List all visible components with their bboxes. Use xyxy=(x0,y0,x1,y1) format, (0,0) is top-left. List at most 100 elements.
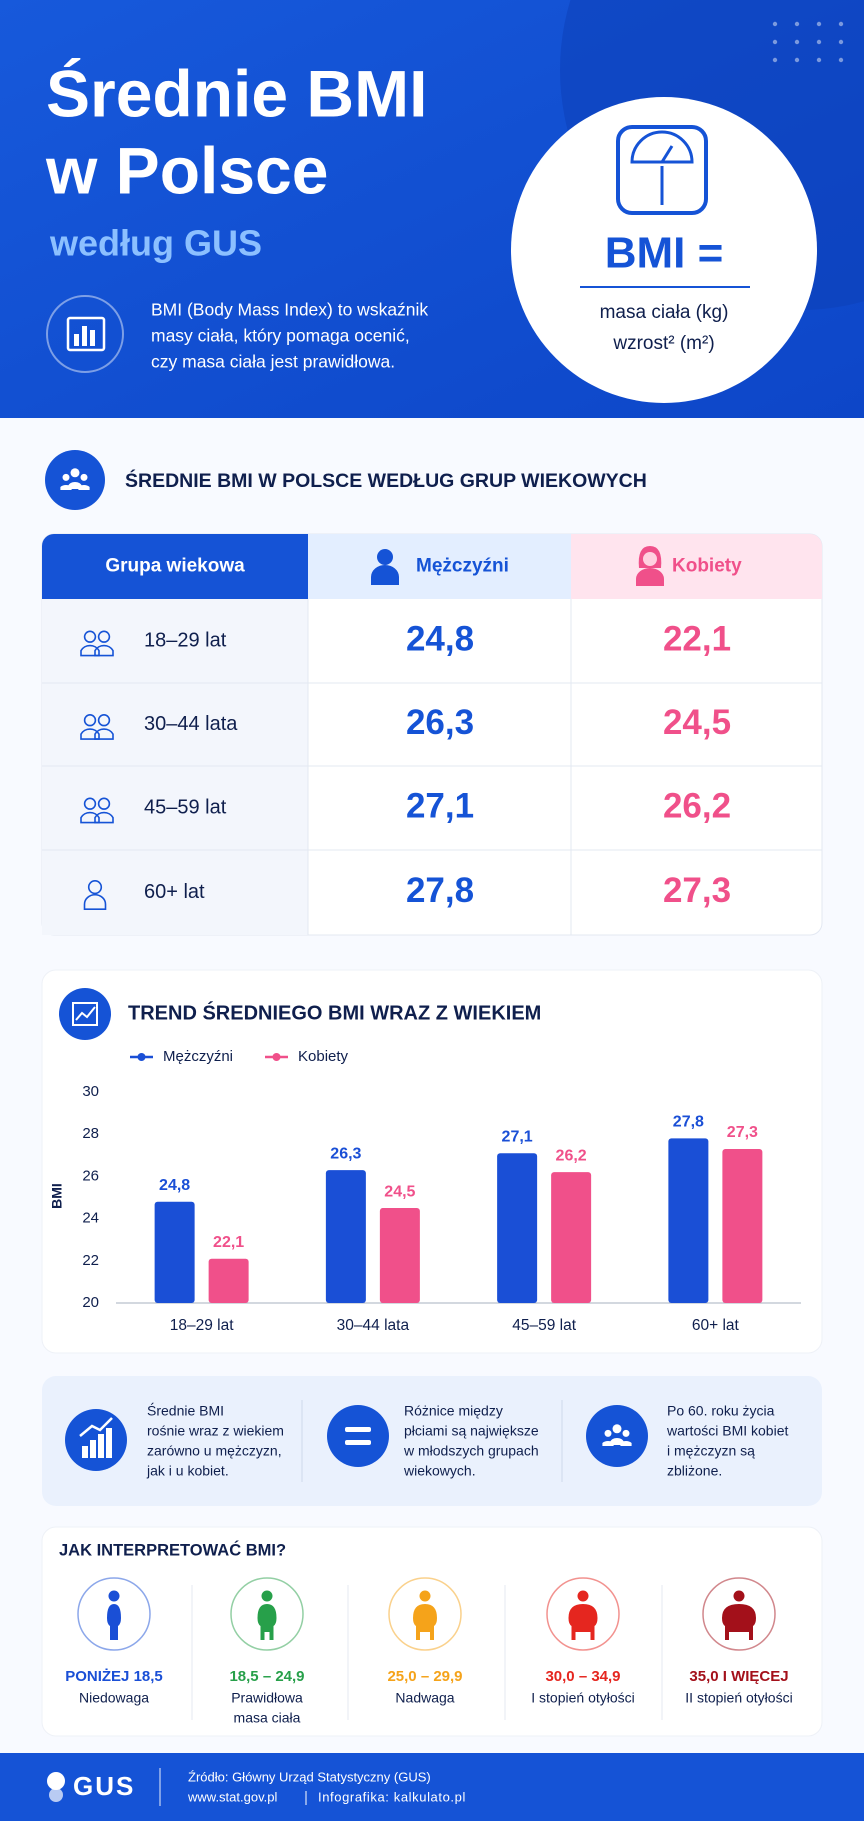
bmi-figure xyxy=(230,1577,304,1651)
icon-circle xyxy=(586,1405,648,1467)
value-label: 27,1 xyxy=(502,1128,533,1145)
icon-head xyxy=(83,797,97,810)
icon-bar xyxy=(106,1428,112,1458)
insight-text: zarówno u mężczyzn, xyxy=(147,1443,282,1459)
women-value: 26,2 xyxy=(663,786,731,825)
bar xyxy=(325,1170,366,1303)
table-header: Kobiety xyxy=(672,556,742,577)
category-label: I stopień otyłości xyxy=(531,1690,635,1706)
figure-body xyxy=(257,1604,277,1640)
value-label: 27,8 xyxy=(673,1114,704,1131)
bar xyxy=(208,1258,249,1303)
figure-head xyxy=(733,1590,745,1602)
category-range: 18,5 – 24,9 xyxy=(229,1668,304,1685)
description: masy ciała, który pomaga ocenić, xyxy=(151,326,410,346)
footer-logo: GUS xyxy=(73,1771,135,1801)
icon-head xyxy=(643,552,657,566)
icon-equals xyxy=(345,1440,371,1445)
decor-dot xyxy=(794,57,800,63)
description: czy masa ciała jest prawidłowa. xyxy=(151,352,395,372)
legend-dot xyxy=(272,1053,281,1061)
icon-body xyxy=(94,728,114,740)
figure-body xyxy=(722,1604,756,1640)
figure-head xyxy=(419,1590,431,1602)
men-value: 24,8 xyxy=(406,619,474,658)
table-header-cell xyxy=(571,534,822,599)
icon-head xyxy=(622,1429,630,1437)
bar xyxy=(722,1148,763,1303)
age-group: 60+ lat xyxy=(144,881,205,903)
figure-body xyxy=(413,1604,437,1640)
age-icon xyxy=(83,880,107,910)
footer-site: www.stat.gov.pl xyxy=(187,1789,277,1804)
value-label: 26,2 xyxy=(556,1147,587,1164)
table-header: Grupa wiekowa xyxy=(105,556,245,577)
icon-equals xyxy=(345,1427,371,1432)
chart-icon xyxy=(59,988,111,1040)
icon-head xyxy=(97,797,111,810)
table-header-cell xyxy=(42,534,308,599)
decor-dot xyxy=(816,57,822,63)
men-value: 26,3 xyxy=(406,703,474,742)
legend-label: Mężczyźni xyxy=(163,1048,233,1065)
category-range: 35,0 I WIĘCEJ xyxy=(689,1668,788,1685)
decor-dot xyxy=(838,21,844,27)
man-icon xyxy=(371,549,399,585)
insight-text: Średnie BMI xyxy=(147,1402,224,1419)
table-header-cell xyxy=(308,534,571,599)
age-icon xyxy=(80,713,114,740)
decor-dot xyxy=(838,57,844,63)
group-icon xyxy=(45,450,105,510)
gus-logo-mark xyxy=(47,1772,65,1802)
bar xyxy=(668,1138,709,1303)
y-tick-label: 22 xyxy=(82,1252,99,1269)
men-value: 27,1 xyxy=(406,786,474,825)
icon-body xyxy=(94,644,114,657)
x-tick-label: 30–44 lata xyxy=(337,1317,410,1334)
decor-dot xyxy=(772,21,778,27)
icon-head xyxy=(70,468,80,478)
formula-circle xyxy=(511,97,817,403)
formula-left: BMI = xyxy=(605,229,724,278)
legend-label: Kobiety xyxy=(298,1048,349,1065)
table-header: Mężczyźni xyxy=(416,556,509,577)
icon-bar xyxy=(90,1440,96,1458)
insight-text: Po 60. roku życia xyxy=(667,1403,775,1419)
decor-dot xyxy=(816,21,822,27)
icon-body xyxy=(371,565,399,585)
y-tick-label: 20 xyxy=(82,1294,99,1311)
decor-dot xyxy=(794,21,800,27)
age-group: 30–44 lata xyxy=(144,713,238,735)
icon-trend xyxy=(79,1417,113,1437)
section-title: ŚREDNIE BMI W POLSCE WEDŁUG GRUP WIEKOWY… xyxy=(125,468,647,492)
insights-card xyxy=(42,1376,822,1506)
insight-text: rośnie wraz z wiekiem xyxy=(147,1423,284,1439)
insight-text: w młodszych grupach xyxy=(403,1443,539,1459)
insight-text: i mężczyzn są xyxy=(667,1443,755,1459)
description-icon xyxy=(46,295,124,373)
woman-icon xyxy=(636,546,664,586)
formula-denominator: wzrost² (m²) xyxy=(612,333,714,354)
icon-head xyxy=(80,473,88,481)
value-label: 24,8 xyxy=(159,1177,190,1194)
insight-icon xyxy=(327,1405,389,1467)
icon-frame xyxy=(72,1002,98,1026)
scale-icon xyxy=(616,125,708,215)
bmi-figure xyxy=(388,1577,462,1651)
figure-body xyxy=(107,1604,121,1640)
icon-head xyxy=(604,1429,612,1437)
icon-body xyxy=(67,482,83,489)
bmi-figure xyxy=(77,1577,151,1651)
subtitle: według GUS xyxy=(49,223,262,264)
category-label: Niedowaga xyxy=(79,1690,149,1706)
footer-source: Źródło: Główny Urząd Statystyczny (GUS) xyxy=(188,1769,431,1784)
icon-body xyxy=(80,728,100,740)
age-group: 45–59 lat xyxy=(144,796,227,818)
value-label: 26,3 xyxy=(330,1145,361,1162)
figure-head xyxy=(577,1590,589,1602)
interpretation-title: JAK INTERPRETOWAĆ BMI? xyxy=(59,1540,286,1559)
bmi-figure xyxy=(546,1577,620,1651)
icon-bar xyxy=(98,1434,104,1458)
icon-body xyxy=(83,894,107,910)
